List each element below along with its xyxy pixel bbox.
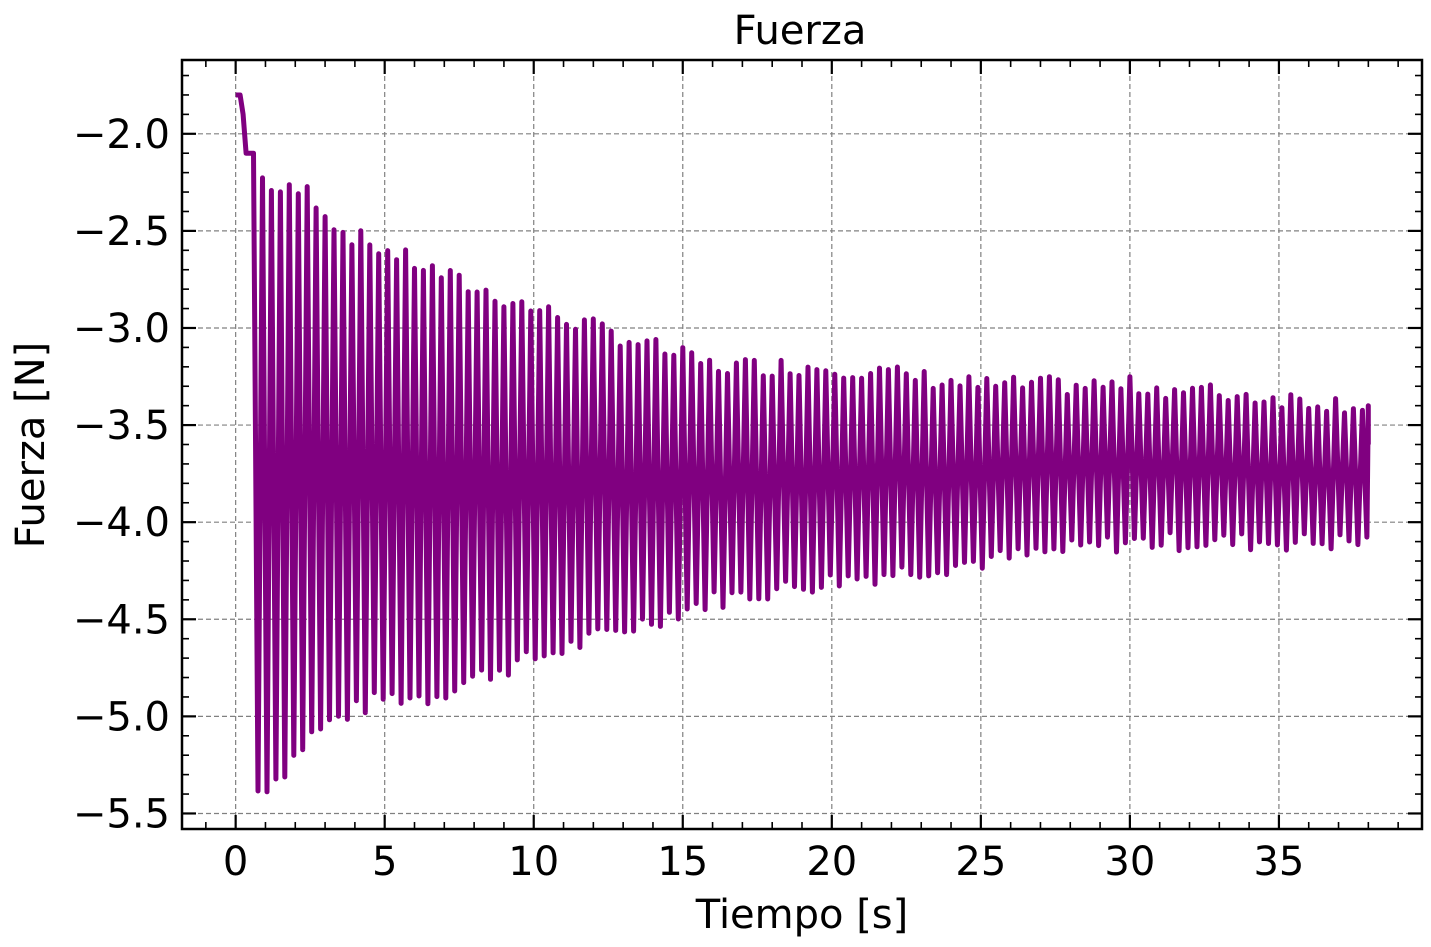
y-tick-label: −3.0 bbox=[73, 306, 170, 352]
y-tick-label: −4.0 bbox=[73, 500, 170, 546]
x-tick-label: 5 bbox=[372, 839, 397, 885]
y-tick-label: −5.0 bbox=[73, 694, 170, 740]
x-tick-label: 0 bbox=[223, 839, 248, 885]
data-series bbox=[235, 92, 1371, 795]
x-tick-label: 15 bbox=[657, 839, 708, 885]
y-tick-label: −2.5 bbox=[73, 209, 170, 255]
y-tick-label: −2.0 bbox=[73, 112, 170, 158]
x-tick-label: 25 bbox=[955, 839, 1006, 885]
chart-title: Fuerza bbox=[734, 8, 867, 54]
force-series-line bbox=[235, 92, 1371, 795]
y-tick-label: −5.5 bbox=[73, 791, 170, 837]
y-axis-label: Fuerza [N] bbox=[8, 342, 54, 549]
x-tick-label: 35 bbox=[1253, 839, 1304, 885]
axis-ticks: 0 5 10 15 20 25 30 35 −2.0 −2.5 −3.0 −3.5 −4.0 −4.5 −5… bbox=[73, 60, 1422, 885]
x-tick-label: 30 bbox=[1104, 839, 1155, 885]
y-tick-label: −3.5 bbox=[73, 403, 170, 449]
x-tick-label: 20 bbox=[806, 839, 857, 885]
x-axis-label: Tiempo [s] bbox=[695, 892, 909, 938]
x-tick-label: 10 bbox=[508, 839, 559, 885]
y-tick-label: −4.5 bbox=[73, 597, 170, 643]
